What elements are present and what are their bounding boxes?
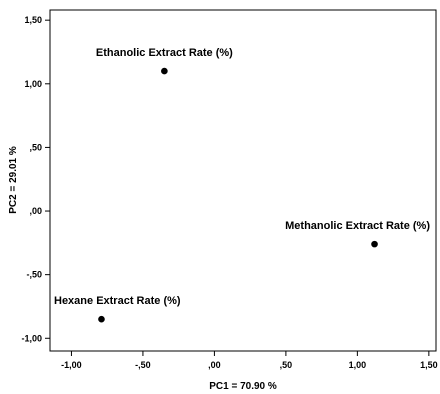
y-tick-label: -,50 bbox=[26, 270, 42, 280]
x-axis-title: PC1 = 70.90 % bbox=[209, 381, 277, 392]
x-tick-label: 1,00 bbox=[349, 360, 367, 370]
y-axis-title: PC2 = 29.01 % bbox=[8, 146, 19, 214]
point-label: Hexane Extract Rate (%) bbox=[54, 295, 181, 307]
data-point bbox=[371, 240, 378, 248]
y-tick-label: 1,50 bbox=[24, 15, 42, 25]
y-tick-label: ,50 bbox=[29, 142, 42, 152]
x-tick-label: ,00 bbox=[208, 360, 221, 370]
x-tick-label: -1,00 bbox=[61, 360, 82, 370]
x-axis-ticks: -1,00 -,50 ,00 ,50 1,00 1,50 bbox=[61, 351, 438, 370]
y-tick-label: 1,00 bbox=[24, 79, 42, 89]
x-tick-label: ,50 bbox=[280, 360, 293, 370]
plot-frame bbox=[49, 9, 437, 352]
data-point bbox=[161, 67, 168, 75]
x-tick-label: 1,50 bbox=[420, 360, 438, 370]
points-layer: Ethanolic Extract Rate (%) Methanolic Ext… bbox=[54, 47, 430, 323]
point-label: Methanolic Extract Rate (%) bbox=[285, 220, 430, 232]
point-label: Ethanolic Extract Rate (%) bbox=[96, 47, 233, 59]
y-axis-ticks: 1,50 1,00 ,50 ,00 -,50 -1,00 bbox=[21, 15, 50, 343]
x-tick-label: -,50 bbox=[135, 360, 151, 370]
y-tick-label: ,00 bbox=[29, 206, 42, 216]
data-point bbox=[98, 315, 105, 323]
y-tick-label: -1,00 bbox=[21, 333, 42, 343]
